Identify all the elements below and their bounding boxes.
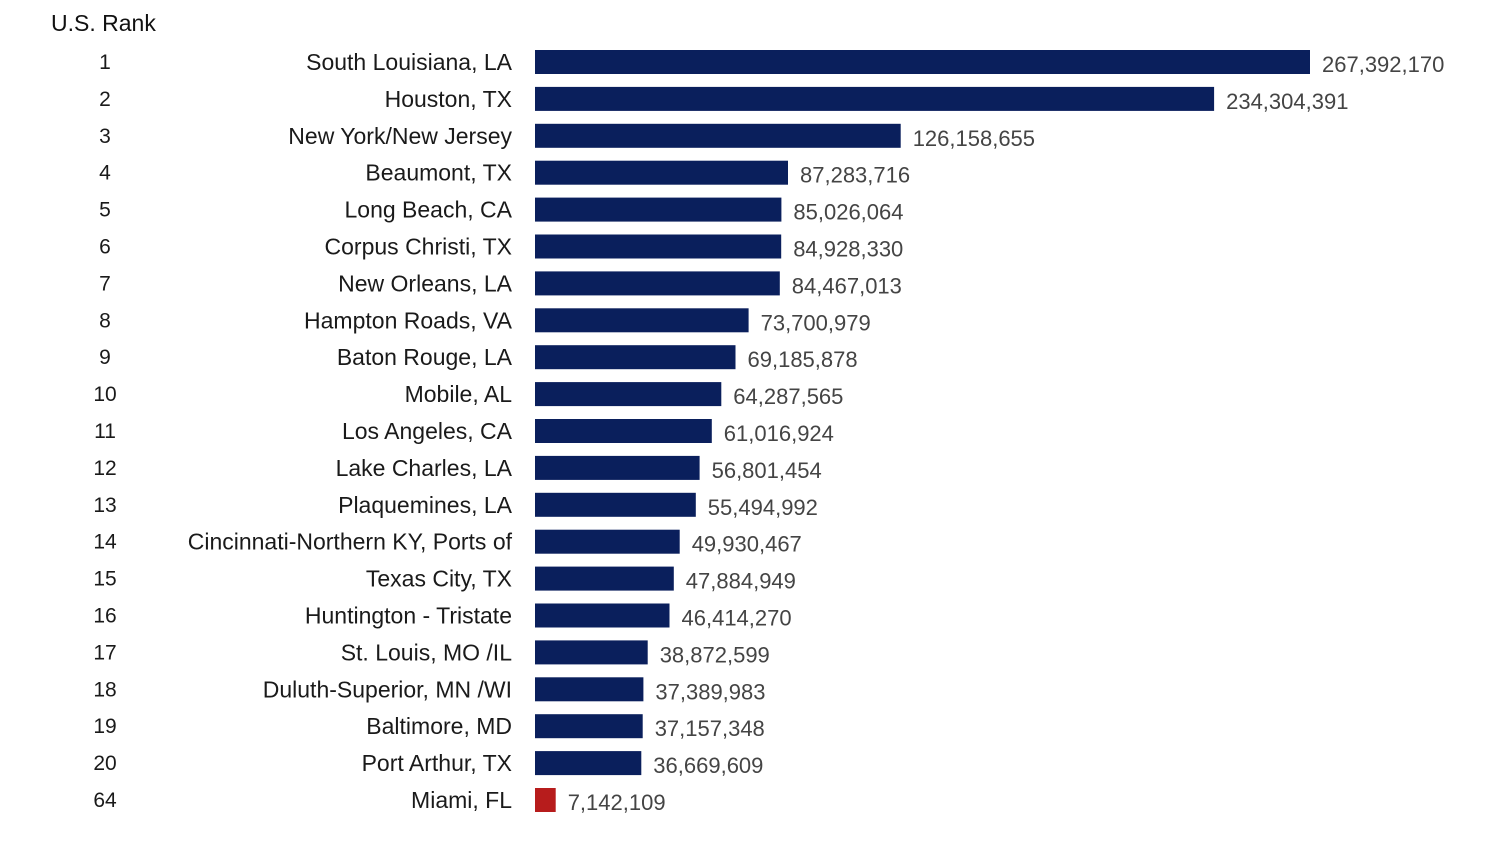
value-label: 267,392,170 bbox=[1322, 52, 1444, 77]
category-label: Long Beach, CA bbox=[344, 197, 512, 223]
value-label: 7,142,109 bbox=[568, 790, 666, 815]
rank-label: 17 bbox=[93, 641, 116, 664]
rank-label: 12 bbox=[93, 457, 116, 480]
bar bbox=[535, 86, 1215, 111]
rank-label: 14 bbox=[93, 531, 117, 554]
bar bbox=[535, 197, 782, 222]
value-label: 47,884,949 bbox=[686, 569, 796, 594]
bar bbox=[535, 345, 736, 370]
category-label: Lake Charles, LA bbox=[336, 455, 513, 481]
value-label: 36,669,609 bbox=[653, 753, 763, 778]
bar bbox=[535, 677, 644, 702]
value-label: 84,467,013 bbox=[792, 273, 902, 298]
bar bbox=[535, 492, 696, 517]
rank-label: 4 bbox=[99, 162, 111, 185]
rank-label: 1 bbox=[99, 51, 111, 74]
rank-label: 18 bbox=[93, 678, 116, 701]
bar bbox=[535, 271, 780, 296]
rank-label: 20 bbox=[93, 752, 116, 775]
bar bbox=[535, 123, 901, 148]
bar bbox=[535, 640, 648, 665]
bar bbox=[535, 529, 680, 554]
category-label: Beaumont, TX bbox=[365, 160, 512, 186]
value-label: 56,801,454 bbox=[712, 458, 822, 483]
value-label: 46,414,270 bbox=[682, 606, 792, 631]
value-label: 84,928,330 bbox=[793, 237, 903, 262]
rank-label: 7 bbox=[99, 272, 111, 295]
category-label: Texas City, TX bbox=[366, 566, 512, 592]
category-label: New York/New Jersey bbox=[288, 123, 512, 149]
rank-label: 19 bbox=[93, 715, 116, 738]
rank-label: 6 bbox=[99, 236, 111, 259]
value-label: 69,185,878 bbox=[748, 347, 858, 372]
category-label: Baton Rouge, LA bbox=[337, 344, 513, 370]
value-label: 234,304,391 bbox=[1226, 89, 1348, 114]
rank-label: 16 bbox=[93, 605, 116, 628]
bar bbox=[535, 566, 674, 591]
category-label: Cincinnati-Northern KY, Ports of bbox=[188, 529, 513, 555]
rank-label: 2 bbox=[99, 88, 111, 111]
rank-label: 13 bbox=[93, 494, 116, 517]
value-label: 55,494,992 bbox=[708, 495, 818, 520]
value-label: 73,700,979 bbox=[761, 310, 871, 335]
value-label: 126,158,655 bbox=[913, 126, 1035, 151]
rank-label: 8 bbox=[99, 309, 111, 332]
category-label: South Louisiana, LA bbox=[306, 49, 513, 75]
value-label: 49,930,467 bbox=[692, 532, 802, 557]
category-label: Houston, TX bbox=[385, 86, 512, 112]
category-label: Port Arthur, TX bbox=[362, 750, 512, 776]
category-label: Corpus Christi, TX bbox=[325, 234, 512, 260]
rank-label: 11 bbox=[94, 420, 116, 443]
rank-column-header: U.S. Rank bbox=[51, 10, 156, 36]
category-label: New Orleans, LA bbox=[338, 270, 513, 296]
category-label: St. Louis, MO /IL bbox=[341, 639, 512, 665]
category-label: Plaquemines, LA bbox=[338, 492, 513, 518]
value-label: 87,283,716 bbox=[800, 163, 910, 188]
value-label: 37,157,348 bbox=[655, 716, 765, 741]
value-label: 37,389,983 bbox=[655, 679, 765, 704]
value-label: 61,016,924 bbox=[724, 421, 834, 446]
bar bbox=[535, 455, 700, 480]
bar bbox=[535, 603, 670, 628]
value-label: 85,026,064 bbox=[793, 200, 903, 225]
value-label: 38,872,599 bbox=[660, 642, 770, 667]
category-label: Duluth-Superior, MN /WI bbox=[263, 676, 512, 702]
rank-label: 10 bbox=[93, 383, 116, 406]
bar bbox=[535, 160, 788, 185]
bar bbox=[535, 751, 642, 776]
bar bbox=[535, 714, 643, 739]
bar bbox=[535, 382, 722, 407]
rank-label: 9 bbox=[99, 346, 111, 369]
category-label: Miami, FL bbox=[411, 787, 512, 813]
bar bbox=[535, 50, 1310, 74]
bar-highlight bbox=[535, 788, 556, 812]
value-label: 64,287,565 bbox=[733, 384, 843, 409]
rank-label: 3 bbox=[99, 125, 111, 148]
category-label: Huntington - Tristate bbox=[305, 603, 512, 629]
bar bbox=[535, 308, 749, 333]
category-label: Mobile, AL bbox=[405, 381, 513, 407]
category-label: Hampton Roads, VA bbox=[304, 307, 513, 333]
rank-label: 64 bbox=[93, 789, 117, 812]
category-label: Baltimore, MD bbox=[366, 713, 512, 739]
bar bbox=[535, 419, 712, 443]
bar bbox=[535, 234, 782, 259]
category-label: Los Angeles, CA bbox=[342, 418, 513, 444]
rank-label: 15 bbox=[93, 568, 116, 591]
rank-label: 5 bbox=[99, 199, 111, 222]
